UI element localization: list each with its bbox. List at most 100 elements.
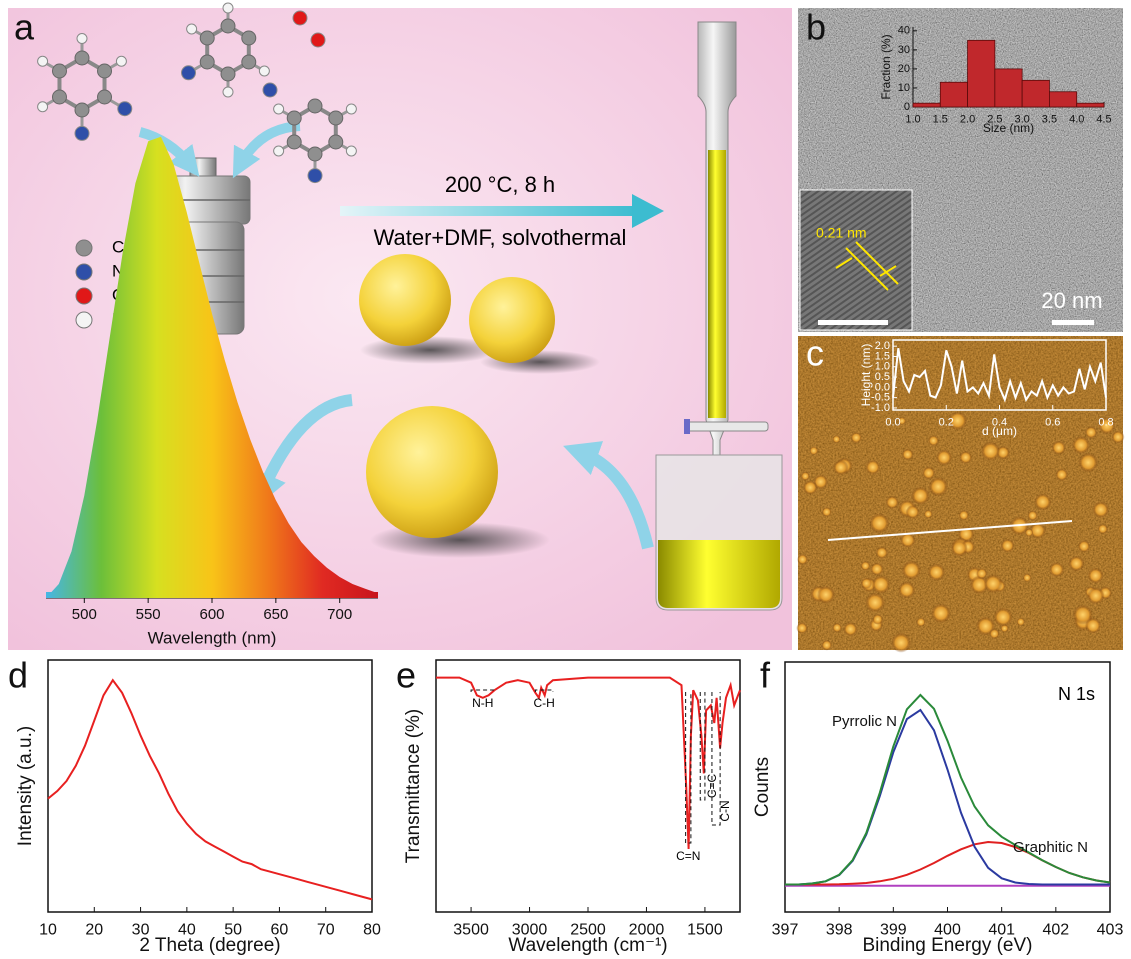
- afm-particle: [870, 562, 883, 575]
- atom: [308, 169, 322, 183]
- atom: [116, 56, 126, 66]
- atom: [308, 99, 322, 113]
- afm-particle: [1069, 556, 1085, 572]
- afm-particle: [928, 564, 945, 581]
- x-tick-label: 403: [1097, 922, 1124, 939]
- hrtem-inset: [800, 190, 912, 330]
- panel-label: b: [806, 7, 826, 48]
- afm-particle: [1085, 618, 1101, 634]
- panel-label: f: [760, 655, 771, 696]
- y-tick-label: 2.0: [875, 340, 890, 352]
- x-tick-label: 20: [85, 922, 103, 939]
- y-tick-label: 0.0: [875, 381, 890, 393]
- atom: [293, 11, 307, 25]
- panel-label: a: [14, 7, 35, 48]
- afm-particle: [1023, 573, 1032, 582]
- atom: [52, 64, 66, 78]
- atom: [259, 66, 269, 76]
- afm-particle: [981, 442, 1000, 461]
- nanoparticle: [469, 277, 555, 363]
- stopcock: [686, 422, 768, 431]
- y-tick-label: 1.0: [875, 361, 890, 373]
- afm-particle: [924, 510, 933, 519]
- afm-particle: [931, 603, 951, 623]
- atom: [242, 55, 256, 69]
- afm-particle: [1034, 493, 1051, 510]
- afm-particle: [1088, 568, 1104, 584]
- afm-particle: [876, 547, 888, 559]
- histogram-bar: [1049, 92, 1076, 107]
- atom: [274, 146, 284, 156]
- afm-particle: [916, 617, 925, 626]
- x-tick-label: 4.0: [1069, 114, 1084, 126]
- afm-particle: [1072, 436, 1090, 454]
- afm-particle: [936, 450, 952, 466]
- panel-label: c: [806, 333, 824, 374]
- y-axis-label: Height (nm): [859, 344, 873, 407]
- y-axis-label: Intensity (a.u.): [15, 726, 36, 846]
- histogram-bar: [940, 82, 967, 107]
- x-tick-label: 397: [772, 922, 799, 939]
- y-axis-label: Fraction (%): [879, 34, 893, 99]
- atom: [274, 104, 284, 114]
- annotation: C=N: [676, 849, 700, 863]
- x-tick-label: 80: [363, 922, 381, 939]
- afm-particle: [929, 477, 948, 496]
- atom: [308, 147, 322, 161]
- atom: [329, 111, 343, 125]
- afm-particle: [872, 575, 891, 594]
- y-tick-label: 10: [898, 82, 910, 94]
- x-tick-label: 3500: [453, 922, 489, 939]
- y-tick-label: 20: [898, 63, 910, 75]
- afm-particle: [843, 622, 857, 636]
- series-label: Graphitic N: [1013, 839, 1088, 856]
- afm-particle: [898, 581, 915, 598]
- afm-particle: [809, 446, 818, 455]
- panel-label: e: [396, 655, 416, 696]
- scale-bar: [1052, 320, 1094, 325]
- afm-particle: [865, 460, 880, 475]
- afm-particle: [865, 593, 885, 613]
- histogram-bar: [913, 103, 940, 107]
- atom: [242, 31, 256, 45]
- x-tick-label: 0.2: [939, 417, 954, 429]
- column-liquid: [708, 150, 726, 418]
- atom: [98, 64, 112, 78]
- atom: [287, 111, 301, 125]
- y-axis-label: Transmittance (%): [403, 709, 424, 864]
- x-tick-label: 1.0: [905, 114, 920, 126]
- atom: [187, 24, 197, 34]
- afm-particle: [801, 472, 810, 481]
- annotation: N 1s: [1058, 684, 1095, 704]
- reaction-condition: 200 °C, 8 h: [445, 172, 555, 197]
- y-tick-label: -0.5: [871, 392, 890, 404]
- atom: [75, 51, 89, 65]
- afm-particle: [1049, 562, 1064, 577]
- afm-particle: [928, 435, 939, 446]
- y-tick-label: -1.0: [871, 402, 890, 414]
- afm-particle: [832, 435, 840, 443]
- afm-particle: [906, 505, 920, 519]
- x-tick-label: 3.5: [1042, 114, 1057, 126]
- atom: [118, 102, 132, 116]
- afm-particle: [817, 586, 835, 604]
- atom: [200, 31, 214, 45]
- reaction-arrow: [340, 206, 636, 216]
- atom: [223, 3, 233, 13]
- annotation-bracket: [535, 690, 553, 692]
- y-tick-label: 40: [898, 25, 910, 37]
- lattice-label: 0.21 nm: [816, 225, 867, 241]
- afm-particle: [984, 574, 1003, 593]
- x-tick-label: 70: [317, 922, 335, 939]
- atom: [346, 146, 356, 156]
- atom: [223, 87, 233, 97]
- nanoparticle: [359, 254, 451, 346]
- afm-particle: [869, 513, 889, 533]
- afm-particle: [922, 467, 935, 480]
- afm-particle: [989, 629, 999, 639]
- afm-particle: [1112, 431, 1125, 444]
- afm-particle: [1078, 540, 1090, 552]
- x-tick-label: 398: [826, 922, 853, 939]
- figure: 200 °C, 8 h Water+DMF, solvothermal 0.21…: [0, 0, 1131, 959]
- x-tick-label: 2.0: [960, 114, 975, 126]
